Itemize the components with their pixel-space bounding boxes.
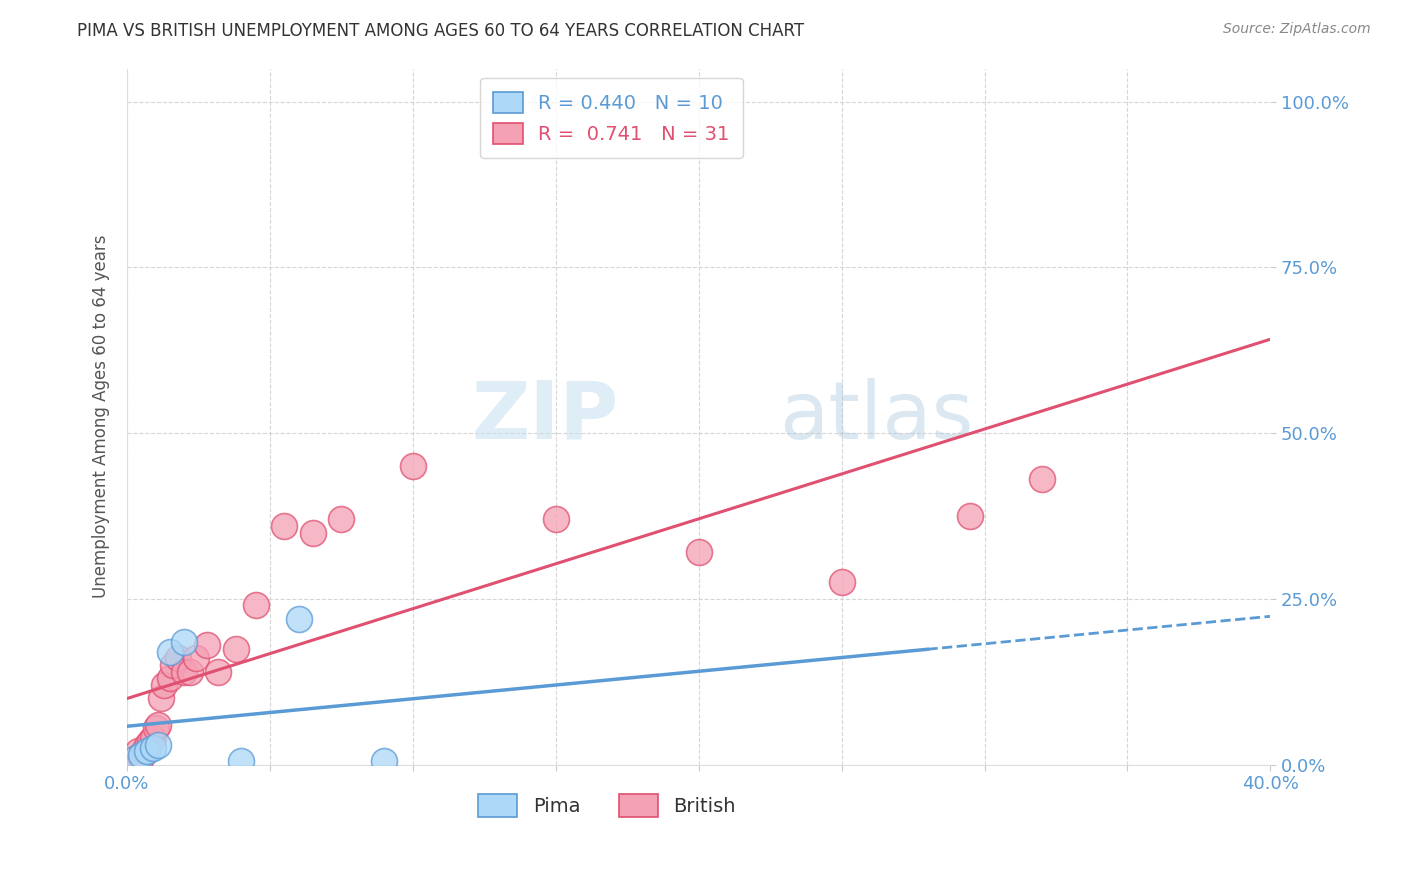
Point [150,691,173,706]
Point [136,738,159,752]
Point [139,734,162,748]
Point [245,599,267,613]
Text: atlas: atlas [779,377,973,456]
Point [301,525,323,540]
Point [330,512,353,526]
Point [148,738,170,752]
Point [402,459,425,474]
Legend: Pima, British: Pima, British [471,787,744,824]
Point [129,751,152,765]
Point [231,754,253,768]
Point [153,678,176,692]
Text: PIMA VS BRITISH UNEMPLOYMENT AMONG AGES 60 TO 64 YEARS CORRELATION CHART: PIMA VS BRITISH UNEMPLOYMENT AMONG AGES … [77,22,804,40]
Text: Source: ZipAtlas.com: Source: ZipAtlas.com [1223,22,1371,37]
Point [287,612,309,626]
Point [225,641,247,656]
Point [127,744,149,758]
Point [273,519,295,533]
Point [373,754,395,768]
Point [959,508,981,523]
Point [124,751,146,765]
Point [688,545,710,559]
Point [173,635,195,649]
Y-axis label: Unemployment Among Ages 60 to 64 years: Unemployment Among Ages 60 to 64 years [93,235,110,599]
Point [195,638,218,652]
Point [1031,473,1053,487]
Point [173,665,195,679]
Point [544,512,567,526]
Point [831,575,853,590]
Point [142,731,165,745]
Point [162,658,184,673]
Point [184,651,207,665]
Point [142,741,165,756]
Point [145,721,167,735]
Point [148,717,170,731]
Point [167,651,190,665]
Point [207,665,229,679]
Point [136,744,159,758]
Point [129,747,152,762]
Text: ZIP: ZIP [471,377,619,456]
Point [179,665,201,679]
Point [159,671,181,685]
Point [159,645,181,659]
Point [124,751,146,765]
Point [134,744,156,758]
